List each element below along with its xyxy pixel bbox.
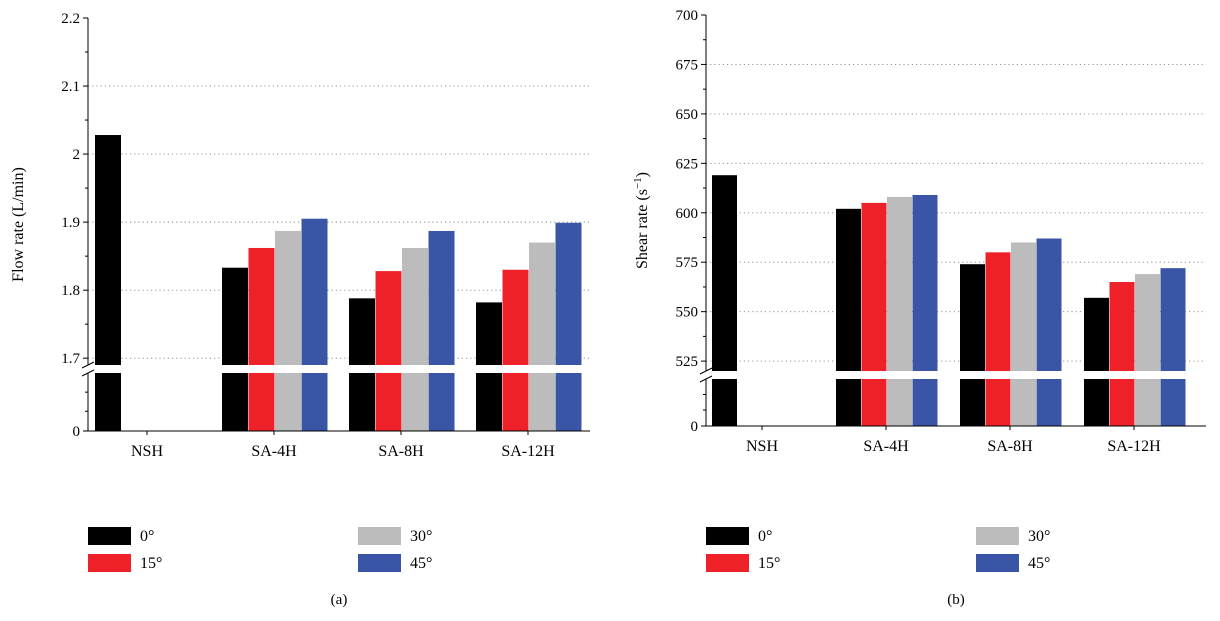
y-tick-label: 575 (676, 255, 699, 271)
axis-break-band (78, 365, 592, 373)
bar-SA-4H-15° (248, 247, 275, 431)
legend-swatch-30° (976, 527, 1019, 545)
y-axis-label: Flow rate (L/min) (10, 167, 27, 282)
legend-label: 0° (140, 528, 154, 545)
x-category-label: SA-4H (863, 438, 909, 455)
y-tick-label: 2.2 (61, 11, 80, 27)
bar-SA-12H-45° (1160, 268, 1186, 426)
legend-swatch-15° (88, 554, 131, 572)
y-tick-label: 650 (676, 107, 699, 123)
legend-swatch-45° (976, 554, 1019, 572)
chart-panel-a: 1.7 1.8 1.9 2 2.1 2.2 0 NSH SA-4H SA-8H SA-12H Flow… (10, 11, 592, 608)
x-category-label: SA-12H (1107, 438, 1161, 455)
panel-label: (a) (331, 592, 348, 608)
bar-SA-12H-15° (502, 269, 529, 431)
y-tick-label: 675 (676, 57, 699, 73)
y-tick-label: 2.1 (61, 79, 80, 95)
bar-SA-8H-30° (402, 247, 428, 431)
bar-SA-8H-15° (985, 252, 1011, 426)
bar-SA-12H-0° (1084, 297, 1109, 426)
x-category-label: SA-12H (501, 443, 555, 460)
y-tick-label-zero: 0 (691, 419, 699, 435)
bar-SA-8H-45° (1036, 238, 1062, 426)
legend-label: 0° (758, 528, 772, 545)
legend-swatch-0° (88, 527, 131, 545)
axis-break-band (696, 371, 1208, 379)
bar-NSH-0° (712, 175, 737, 426)
bar-NSH-0° (95, 135, 121, 431)
legend-swatch-30° (358, 527, 401, 545)
legend-label: 45° (410, 555, 432, 572)
y-tick-label: 1.7 (61, 351, 80, 367)
x-category-label: SA-4H (251, 443, 297, 460)
y-tick-label: 550 (676, 305, 699, 321)
bar-SA-12H-30° (529, 242, 555, 431)
y-tick-label: 700 (676, 8, 699, 24)
bar-SA-8H-30° (1011, 242, 1036, 426)
axis-break-mark (81, 361, 95, 369)
bar-SA-12H-45° (555, 222, 582, 431)
y-tick-label: 1.8 (61, 283, 80, 299)
x-category-label: SA-8H (987, 438, 1033, 455)
bar-SA-12H-15° (1109, 282, 1135, 426)
bar-SA-8H-15° (375, 271, 402, 431)
y-tick-label: 525 (676, 354, 699, 370)
bar-SA-4H-45° (912, 194, 938, 426)
bar-SA-4H-30° (887, 196, 912, 426)
legend-swatch-15° (706, 554, 749, 572)
bar-SA-4H-30° (275, 230, 301, 431)
bar-SA-8H-0° (349, 298, 375, 431)
legend-swatch-45° (358, 554, 401, 572)
bar-SA-12H-30° (1135, 274, 1160, 426)
bar-SA-8H-45° (428, 230, 455, 431)
y-tick-label-zero: 0 (73, 424, 81, 440)
axis-break-mark (699, 367, 713, 375)
y-tick-label: 1.9 (61, 215, 80, 231)
panel-label: (b) (947, 592, 965, 608)
legend-swatch-0° (706, 527, 749, 545)
x-category-label: NSH (746, 438, 778, 455)
y-tick-label: 2 (73, 147, 81, 163)
bar-SA-4H-45° (301, 218, 328, 431)
bar-SA-8H-0° (960, 264, 985, 426)
legend-label: 30° (1028, 528, 1050, 545)
legend-label: 30° (410, 528, 432, 545)
x-category-label: NSH (131, 443, 163, 460)
bar-SA-4H-0° (836, 208, 861, 426)
axis-break-mark (699, 375, 713, 383)
y-axis-label: Shear rate (s−1) (632, 172, 651, 269)
bar-SA-4H-15° (861, 202, 887, 426)
x-category-label: SA-8H (378, 443, 424, 460)
chart-panel-b: 525 550 575 600 625 650 675 700 0 NSH SA-4H SA-8H SA… (632, 8, 1208, 608)
bar-SA-4H-0° (222, 267, 248, 431)
axis-break-mark (81, 369, 95, 377)
y-tick-label: 600 (676, 206, 699, 222)
legend-label: 45° (1028, 555, 1050, 572)
y-tick-label: 625 (676, 156, 699, 172)
legend-label: 15° (758, 555, 780, 572)
legend-label: 15° (140, 555, 162, 572)
